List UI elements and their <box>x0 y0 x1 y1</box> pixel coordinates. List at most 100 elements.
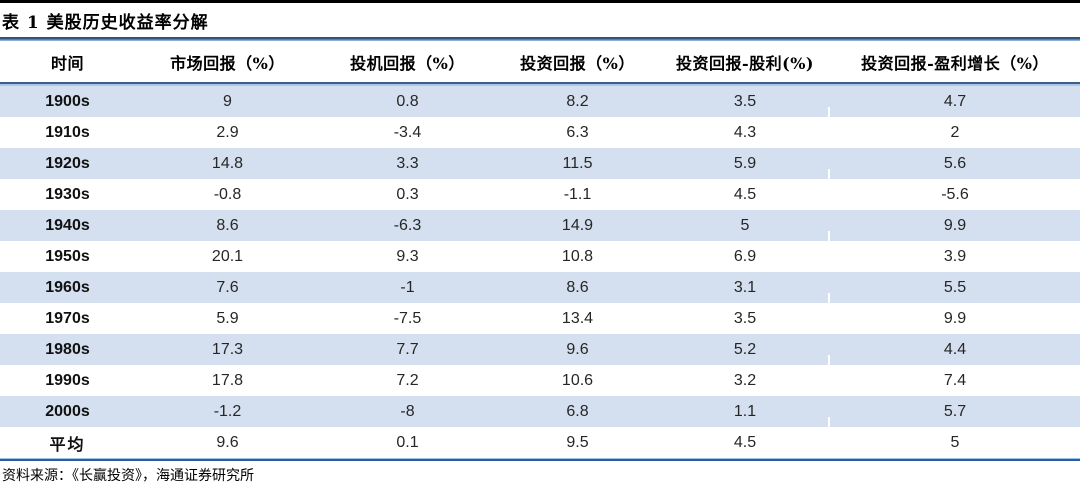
cell-value: 17.3 <box>211 340 244 358</box>
cell-value: 5 <box>950 433 960 451</box>
top-divider <box>0 0 1080 3</box>
cell-value: -0.8 <box>213 185 242 203</box>
cell-value: -1 <box>400 278 415 296</box>
cell-value: 13.4 <box>561 309 594 327</box>
cell-value: 5.5 <box>943 278 967 296</box>
row-label: 2000s <box>45 402 90 420</box>
cell-value: 9.3 <box>396 247 419 265</box>
cell-value: 5.9 <box>660 148 830 179</box>
cell-value: 14.9 <box>561 216 594 234</box>
cell-value: 6.8 <box>566 402 589 420</box>
cell-value: -6.3 <box>393 216 422 234</box>
cell-value: -1.1 <box>563 185 592 203</box>
cell-value: 4.5 <box>660 179 830 210</box>
column-header-5: 投资回报-盈利增长（%） <box>861 53 1049 73</box>
cell-value: 4.7 <box>943 92 967 110</box>
cell-value: 9.6 <box>566 340 589 358</box>
table-row: 1910s 2.9 -3.4 6.3 4.3 2 <box>0 117 1080 148</box>
table-body: 1900s 9 0.8 8.2 3.5 4.7 1910s 2.9 -3.4 6.3 4.3 2 192… <box>0 86 1080 458</box>
cell-value: 14.8 <box>211 154 244 172</box>
column-header-1: 市场回报（%） <box>170 53 285 73</box>
cell-value: 8.2 <box>566 92 589 110</box>
cell-value: 11.5 <box>562 154 593 172</box>
row-label: 1950s <box>45 247 90 265</box>
cell-value: 2 <box>950 123 960 141</box>
cell-value: 3.5 <box>660 303 830 334</box>
table-row: 1920s 14.8 3.3 11.5 5.9 5.6 <box>0 148 1080 179</box>
cell-value: 7.4 <box>943 371 967 389</box>
cell-value: 0.1 <box>396 433 419 451</box>
cell-value: 5.6 <box>943 154 967 172</box>
cell-value: 4.5 <box>660 427 830 458</box>
cell-value: 3.5 <box>660 86 830 117</box>
row-label: 1940s <box>45 216 90 234</box>
cell-value: 7.6 <box>216 278 239 296</box>
cell-value: 9.5 <box>566 433 589 451</box>
title-divider <box>0 37 1080 41</box>
table-row: 1990s 17.8 7.2 10.6 3.2 7.4 <box>0 365 1080 396</box>
table-bottom-divider <box>0 458 1080 461</box>
cell-value: 10.8 <box>561 247 594 265</box>
cell-value: -1.2 <box>213 402 242 420</box>
cell-value: -5.6 <box>941 185 969 203</box>
cell-value: 8.6 <box>566 278 589 296</box>
row-label: 平均 <box>49 434 86 454</box>
cell-value: 5 <box>660 210 830 241</box>
column-header-2: 投机回报（%） <box>350 53 465 73</box>
column-header-4: 投资回报-股利(%) <box>676 53 814 73</box>
table-row: 1960s 7.6 -1 8.6 3.1 5.5 <box>0 272 1080 303</box>
row-label: 1920s <box>45 154 90 172</box>
table-row: 平均 9.6 0.1 9.5 4.5 5 <box>0 427 1080 458</box>
cell-value: 6.9 <box>660 241 830 272</box>
cell-value: 9 <box>223 92 232 110</box>
row-label: 1970s <box>45 309 90 327</box>
cell-value: 17.8 <box>211 371 244 389</box>
cell-value: 3.9 <box>943 247 967 265</box>
cell-value: 0.8 <box>396 92 419 110</box>
table-row: 1900s 9 0.8 8.2 3.5 4.7 <box>0 86 1080 117</box>
cell-value: 10.6 <box>561 371 594 389</box>
cell-value: 2.9 <box>216 123 239 141</box>
row-label: 1910s <box>45 123 90 141</box>
row-label: 1900s <box>45 92 90 110</box>
table-row: 1970s 5.9 -7.5 13.4 3.5 9.9 <box>0 303 1080 334</box>
cell-value: 9.6 <box>216 433 239 451</box>
cell-value: -8 <box>400 402 415 420</box>
table-row: 1950s 20.1 9.3 10.8 6.9 3.9 <box>0 241 1080 272</box>
cell-value: 3.2 <box>660 365 830 396</box>
cell-value: 4.3 <box>660 117 830 148</box>
cell-value: 3.3 <box>396 154 419 172</box>
row-label: 1990s <box>45 371 90 389</box>
cell-value: -3.4 <box>393 123 422 141</box>
cell-value: 8.6 <box>216 216 239 234</box>
cell-value: 7.7 <box>396 340 419 358</box>
cell-value: 5.2 <box>660 334 830 365</box>
table-row: 1980s 17.3 7.7 9.6 5.2 4.4 <box>0 334 1080 365</box>
table-header-row: 时间 市场回报（%） 投机回报（%） 投资回报（%） 投资回报-股利(%) 投资回报-盈利… <box>0 41 1080 82</box>
table-row: 1940s 8.6 -6.3 14.9 5 9.9 <box>0 210 1080 241</box>
cell-value: 9.9 <box>943 309 967 327</box>
cell-value: 5.7 <box>943 402 967 420</box>
row-label: 1960s <box>45 278 90 296</box>
cell-value: -7.5 <box>393 309 422 327</box>
row-label: 1980s <box>45 340 90 358</box>
cell-value: 3.1 <box>660 272 830 303</box>
table-row: 2000s -1.2 -8 6.8 1.1 5.7 <box>0 396 1080 427</box>
cell-value: 6.3 <box>566 123 589 141</box>
cell-value: 5.9 <box>216 309 239 327</box>
cell-value: 7.2 <box>396 371 419 389</box>
table-row: 1930s -0.8 0.3 -1.1 4.5 -5.6 <box>0 179 1080 210</box>
cell-value: 0.3 <box>396 185 419 203</box>
source-note: 资料来源：《长赢投资》，海通证券研究所 <box>2 468 254 484</box>
column-header-3: 投资回报（%） <box>520 53 635 73</box>
table-title: 表 1 美股历史收益率分解 <box>2 12 209 33</box>
cell-value: 4.4 <box>943 340 967 358</box>
data-table: 时间 市场回报（%） 投机回报（%） 投资回报（%） 投资回报-股利(%) 投资回报-盈利… <box>0 41 1080 461</box>
header-divider <box>0 82 1080 86</box>
cell-value: 9.9 <box>943 216 967 234</box>
cell-value: 1.1 <box>660 396 830 427</box>
column-header-0: 时间 <box>50 53 84 73</box>
row-label: 1930s <box>45 185 90 203</box>
cell-value: 20.1 <box>211 247 244 265</box>
